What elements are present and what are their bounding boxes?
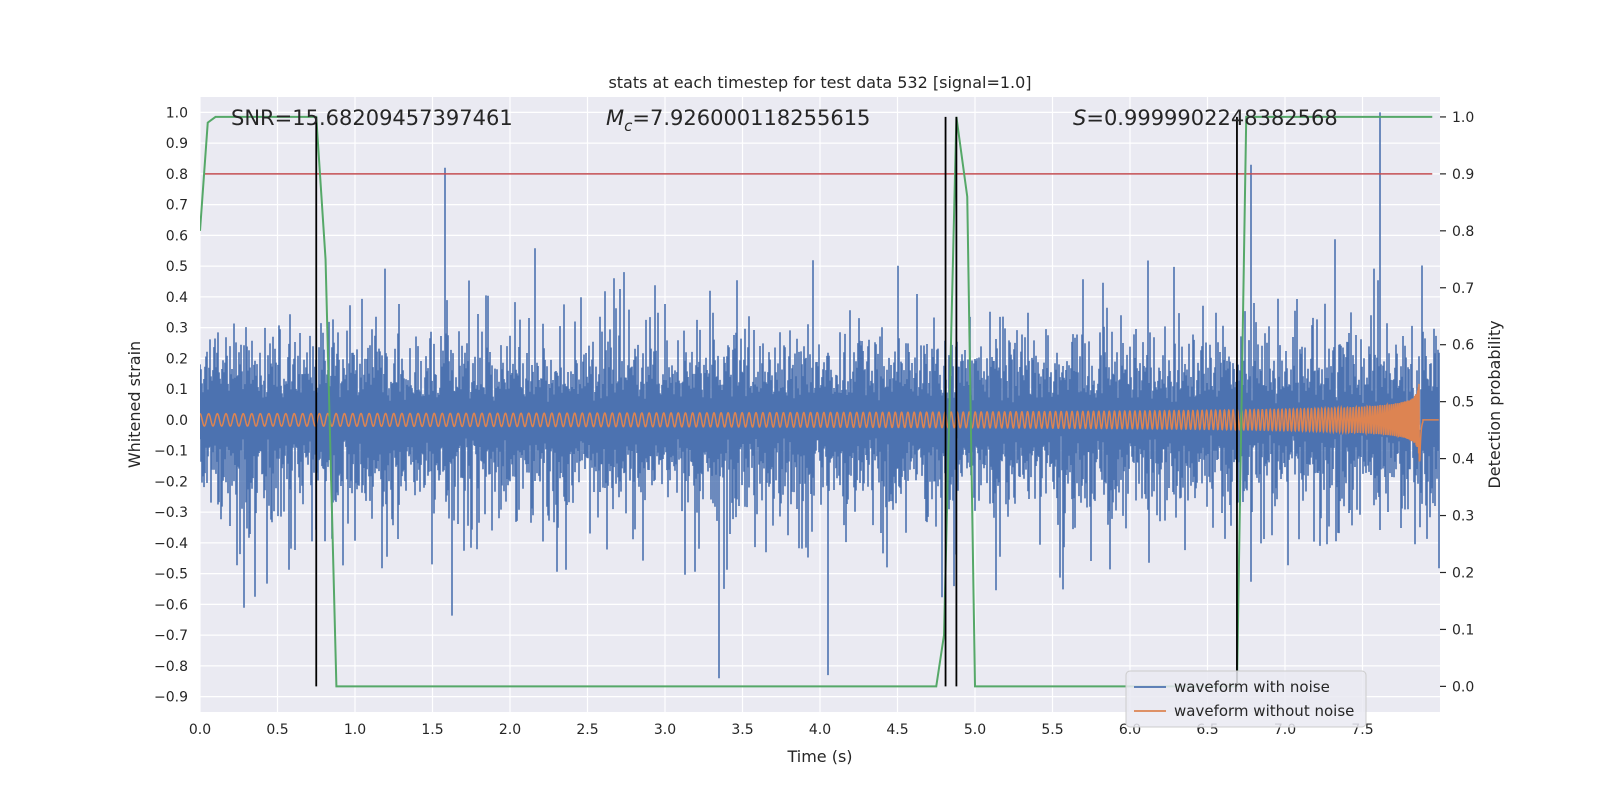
chirp-mass-value: =7.926000118255615	[632, 106, 870, 130]
legend-label-clean: waveform without noise	[1174, 702, 1354, 720]
x-tick-label: 5.5	[1041, 722, 1063, 738]
x-tick-label: 4.0	[809, 722, 831, 738]
y-tick-label: −0.3	[154, 505, 188, 521]
y-tick-label: 0.8	[166, 167, 188, 183]
y2-tick-label: 0.3	[1452, 509, 1474, 525]
y-tick-label: 0.4	[166, 290, 188, 306]
x-tick-label: 1.5	[421, 722, 443, 738]
y2-tick-label: 0.0	[1452, 679, 1474, 695]
x-tick-label: 3.0	[654, 722, 676, 738]
y-tick-label: 0.2	[166, 351, 188, 367]
y-tick-label: −0.9	[154, 690, 188, 706]
s-annotation: S=0.9999902248382568	[1073, 106, 1338, 130]
y2-tick-label: 0.5	[1452, 395, 1474, 411]
y2-tick-label: 0.1	[1452, 622, 1474, 638]
x-tick-label: 3.5	[731, 722, 753, 738]
y2-axis-label: Detection probability	[1485, 320, 1504, 488]
x-tick-label: 2.5	[576, 722, 598, 738]
y-axis-label: Whitened strain	[125, 341, 144, 468]
y-tick-label: 0.1	[166, 382, 188, 398]
chirp-mass-symbol: M	[606, 106, 624, 130]
y2-tick-label: 0.9	[1452, 167, 1474, 183]
legend-box	[1125, 670, 1367, 728]
snr-annotation: SNR=15.68209457397461	[231, 106, 513, 130]
y-tick-label: −0.8	[154, 659, 188, 675]
chirp-mass-subscript: c	[624, 117, 633, 135]
x-axis-label: Time (s)	[786, 747, 852, 766]
y-tick-label: −0.4	[154, 536, 188, 552]
waveform-without-noise-line	[200, 383, 1439, 462]
chirp-mass-annotation: Mc=7.926000118255615	[606, 106, 870, 135]
y-tick-label: 0.5	[166, 259, 188, 275]
x-tick-label: 0.0	[189, 722, 211, 738]
waveform-without-noise-series	[200, 383, 1439, 462]
y-tick-label: 0.7	[166, 198, 188, 214]
y-tick-label: −0.6	[154, 597, 188, 613]
y2-tick-label: 0.7	[1452, 281, 1474, 297]
y-tick-label: 0.0	[166, 413, 188, 429]
y2-tick-label: 1.0	[1452, 110, 1474, 126]
legend: waveform with noise waveform without noi…	[1125, 670, 1367, 728]
x-tick-label: 0.5	[266, 722, 288, 738]
y2-tick-label: 0.8	[1452, 224, 1474, 240]
s-symbol: S	[1073, 106, 1086, 130]
axis-ticks: 0.0 0.5 1.0 1.5 2.0 2.5 3.0 3.5 4.0 4.5 5.0 5.5 6.0 6…	[154, 105, 1474, 738]
legend-label-noise: waveform with noise	[1174, 678, 1330, 696]
y-tick-label: 0.3	[166, 321, 188, 337]
chart-title: stats at each timestep for test data 532…	[608, 73, 1031, 92]
s-value: =0.9999902248382568	[1086, 106, 1337, 130]
y2-tick-label: 0.4	[1452, 452, 1474, 468]
x-tick-label: 4.5	[886, 722, 908, 738]
y-tick-label: −0.5	[154, 567, 188, 583]
y-tick-label: −0.2	[154, 474, 188, 490]
y2-tick-label: 0.2	[1452, 565, 1474, 581]
y-tick-label: 1.0	[166, 105, 188, 121]
x-tick-label: 1.0	[344, 722, 366, 738]
y2-tick-label: 0.6	[1452, 338, 1474, 354]
y-tick-label: 0.6	[166, 228, 188, 244]
y-tick-label: −0.7	[154, 628, 188, 644]
y-tick-label: 0.9	[166, 136, 188, 152]
x-tick-label: 2.0	[499, 722, 521, 738]
x-tick-label: 5.0	[964, 722, 986, 738]
y-tick-label: −0.1	[154, 444, 188, 460]
